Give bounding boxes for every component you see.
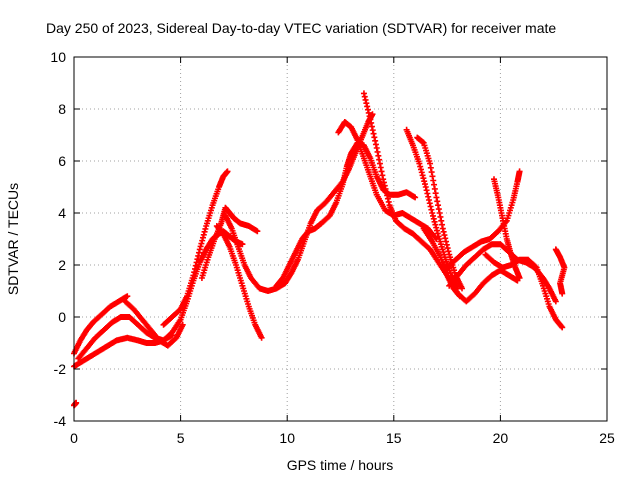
x-tick-label: 5 bbox=[177, 430, 185, 446]
x-tick-label: 15 bbox=[386, 430, 402, 446]
plot-frame bbox=[73, 56, 608, 422]
y-tick-label: 6 bbox=[58, 153, 66, 169]
series-trace-m bbox=[414, 134, 466, 292]
data-point bbox=[559, 290, 566, 297]
data-point bbox=[254, 228, 261, 235]
series-trace-s bbox=[552, 246, 568, 297]
data-point bbox=[179, 321, 186, 328]
series-trace-r bbox=[491, 176, 523, 281]
series-trace-q bbox=[482, 251, 566, 331]
data-point bbox=[224, 168, 231, 175]
series-trace-d bbox=[122, 298, 186, 349]
series-trace-n bbox=[420, 225, 521, 305]
data-marks bbox=[71, 90, 568, 409]
y-tick-label: 10 bbox=[50, 49, 66, 65]
data-point bbox=[258, 334, 265, 341]
x-tick-label: 10 bbox=[279, 430, 295, 446]
data-point bbox=[532, 263, 539, 270]
data-point bbox=[239, 241, 246, 248]
data-point bbox=[516, 168, 523, 175]
series-trace-g bbox=[213, 223, 265, 341]
chart-title: Day 250 of 2023, Sidereal Day-to-day VTE… bbox=[46, 20, 556, 36]
data-point bbox=[124, 293, 131, 300]
series-trace-h bbox=[222, 111, 376, 294]
data-point bbox=[412, 194, 419, 201]
data-point bbox=[169, 332, 176, 339]
y-tick-label: -2 bbox=[54, 361, 67, 377]
series-trace-b bbox=[71, 293, 131, 357]
x-tick-label: 0 bbox=[70, 430, 78, 446]
y-tick-label: -4 bbox=[54, 413, 67, 429]
x-tick-label: 20 bbox=[493, 430, 509, 446]
axis-ticks: 0 5 10 15 20 25 -4 -2 0 2 4 6 8 10 bbox=[50, 49, 615, 446]
series-trace-e bbox=[160, 168, 231, 328]
y-tick-label: 0 bbox=[58, 309, 66, 325]
y-tick-label: 4 bbox=[58, 205, 66, 221]
x-axis-label: GPS time / hours bbox=[287, 457, 394, 473]
grid bbox=[74, 57, 607, 421]
y-tick-label: 2 bbox=[58, 257, 66, 273]
y-tick-label: 8 bbox=[58, 101, 66, 117]
y-axis-label: SDTVAR / TECUs bbox=[5, 183, 21, 295]
data-point bbox=[552, 298, 559, 305]
data-point bbox=[459, 285, 466, 292]
x-tick-label: 25 bbox=[599, 430, 615, 446]
data-point bbox=[559, 324, 566, 331]
data-point bbox=[516, 275, 523, 281]
series-trace-a bbox=[71, 228, 246, 370]
series-trace-t bbox=[71, 399, 80, 409]
